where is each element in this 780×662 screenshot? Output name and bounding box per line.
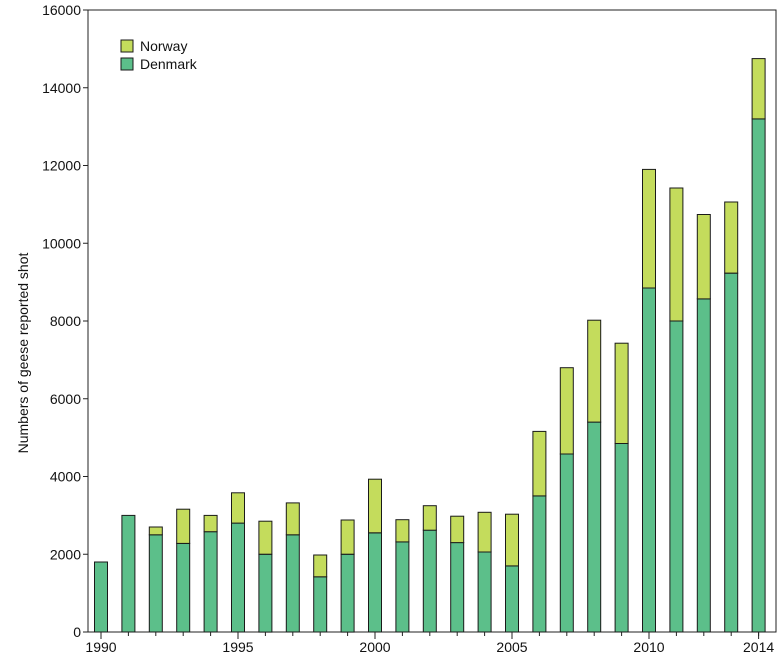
bar-norway-1995 — [231, 492, 245, 524]
bars-group — [94, 58, 766, 633]
bar-norway-2005 — [505, 513, 519, 567]
bar-norway-2000 — [368, 478, 382, 534]
bar-norway-2009 — [614, 342, 629, 445]
bar-denmark-2014 — [751, 118, 766, 633]
y-tick-label: 10000 — [42, 235, 81, 251]
bar-denmark-2004 — [477, 551, 492, 633]
bar-denmark-2009 — [614, 443, 629, 633]
bar-denmark-1999 — [340, 553, 355, 633]
bar-norway-1996 — [258, 520, 273, 555]
bar-norway-1997 — [285, 502, 300, 536]
bar-denmark-2002 — [422, 529, 437, 633]
bar-norway-2001 — [395, 519, 410, 543]
bar-denmark-2000 — [368, 532, 382, 633]
bar-norway-2004 — [477, 511, 492, 553]
bar-denmark-2008 — [587, 421, 602, 633]
bar-denmark-1998 — [313, 576, 328, 633]
bar-denmark-1992 — [148, 534, 163, 633]
y-tick-label: 4000 — [50, 469, 81, 485]
x-tick-label: 1995 — [222, 639, 253, 655]
bar-norway-1998 — [313, 554, 328, 578]
x-axis: 1990 1995 2000 2005 2010 2014 — [85, 632, 774, 655]
x-tick-label: 2005 — [496, 639, 527, 655]
y-tick-label: 2000 — [50, 546, 81, 562]
bar-norway-1992 — [148, 526, 163, 536]
bar-norway-2012 — [696, 214, 711, 300]
bar-denmark-2005 — [505, 565, 519, 633]
bar-norway-1993 — [176, 508, 191, 544]
bar-norway-2013 — [724, 201, 739, 274]
bar-denmark-1996 — [258, 553, 273, 633]
bar-denmark-1995 — [231, 522, 245, 633]
x-tick-label: 2014 — [743, 639, 774, 655]
legend-label-denmark: Denmark — [140, 56, 198, 72]
y-tick-label: 0 — [73, 624, 81, 640]
bar-denmark-1991 — [121, 514, 136, 633]
bar-denmark-2001 — [395, 541, 410, 633]
bar-denmark-2010 — [642, 287, 656, 633]
bar-denmark-2003 — [450, 542, 465, 633]
bar-norway-2008 — [587, 319, 602, 423]
x-tick-label: 2010 — [633, 639, 664, 655]
bar-norway-2014 — [751, 58, 766, 120]
bar-norway-2003 — [450, 515, 465, 544]
y-tick-label: 14000 — [42, 80, 81, 96]
y-tick-label: 16000 — [42, 2, 81, 18]
bar-norway-2002 — [422, 505, 437, 531]
y-axis: 0 2000 4000 6000 8000 10000 12000 14000 16000 — [42, 2, 88, 640]
y-tick-label: 6000 — [50, 391, 81, 407]
bar-denmark-2011 — [669, 320, 684, 633]
bar-denmark-2012 — [696, 298, 711, 633]
bar-norway-1999 — [340, 519, 355, 555]
bar-norway-2010 — [642, 168, 656, 289]
legend: Norway Denmark — [120, 38, 198, 72]
bar-denmark-1997 — [285, 534, 300, 633]
x-tick-label: 1990 — [85, 639, 116, 655]
bar-denmark-2007 — [559, 453, 574, 633]
y-axis-label: Numbers of geese reported shot — [15, 253, 31, 454]
bar-denmark-1994 — [203, 531, 218, 633]
y-tick-label: 12000 — [42, 158, 81, 174]
bar-denmark-1993 — [176, 542, 191, 633]
bar-denmark-1990 — [94, 561, 108, 633]
bar-norway-2011 — [669, 187, 684, 322]
bar-norway-1994 — [203, 514, 218, 533]
legend-swatch-denmark — [120, 57, 134, 71]
bar-denmark-2013 — [724, 272, 739, 633]
legend-label-norway: Norway — [140, 38, 187, 54]
y-tick-label: 8000 — [50, 313, 81, 329]
bar-denmark-2006 — [532, 495, 547, 633]
legend-swatch-norway — [120, 39, 134, 53]
bar-norway-2006 — [532, 430, 547, 497]
bar-norway-2007 — [559, 367, 574, 455]
x-tick-label: 2000 — [359, 639, 390, 655]
